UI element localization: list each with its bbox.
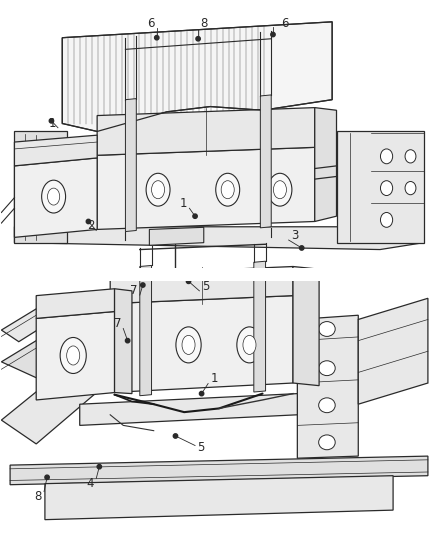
Polygon shape bbox=[80, 393, 297, 425]
Polygon shape bbox=[14, 132, 67, 243]
Text: 7: 7 bbox=[114, 317, 121, 330]
Text: 5: 5 bbox=[202, 280, 210, 293]
Circle shape bbox=[300, 246, 304, 250]
Ellipse shape bbox=[319, 361, 335, 376]
Ellipse shape bbox=[319, 435, 335, 450]
Ellipse shape bbox=[405, 182, 416, 195]
Ellipse shape bbox=[176, 327, 201, 363]
Polygon shape bbox=[110, 296, 293, 392]
Circle shape bbox=[45, 475, 49, 480]
Polygon shape bbox=[36, 311, 115, 400]
Text: 8: 8 bbox=[201, 18, 208, 30]
Ellipse shape bbox=[381, 181, 392, 196]
Circle shape bbox=[199, 391, 204, 396]
Circle shape bbox=[97, 465, 102, 469]
Ellipse shape bbox=[47, 188, 60, 205]
Ellipse shape bbox=[67, 346, 80, 365]
Polygon shape bbox=[36, 289, 115, 318]
Polygon shape bbox=[358, 298, 428, 404]
Ellipse shape bbox=[268, 173, 292, 206]
Polygon shape bbox=[293, 266, 319, 386]
Polygon shape bbox=[336, 132, 424, 243]
Circle shape bbox=[155, 36, 159, 40]
Polygon shape bbox=[6, 272, 432, 529]
Circle shape bbox=[186, 279, 191, 284]
Text: 1: 1 bbox=[49, 117, 57, 130]
Text: 4: 4 bbox=[87, 477, 94, 490]
Polygon shape bbox=[260, 95, 271, 228]
Polygon shape bbox=[14, 227, 424, 249]
Polygon shape bbox=[254, 261, 265, 392]
Polygon shape bbox=[97, 147, 315, 229]
Ellipse shape bbox=[182, 335, 195, 354]
Ellipse shape bbox=[319, 321, 335, 336]
Ellipse shape bbox=[146, 173, 170, 206]
Polygon shape bbox=[110, 266, 293, 304]
Ellipse shape bbox=[42, 180, 66, 213]
Ellipse shape bbox=[221, 181, 234, 199]
Text: 2: 2 bbox=[87, 219, 94, 232]
Polygon shape bbox=[140, 265, 152, 395]
Polygon shape bbox=[315, 108, 336, 222]
Circle shape bbox=[141, 283, 145, 287]
Circle shape bbox=[49, 119, 53, 123]
Text: 1: 1 bbox=[180, 197, 187, 210]
Circle shape bbox=[173, 434, 178, 438]
Polygon shape bbox=[97, 108, 315, 155]
Polygon shape bbox=[14, 158, 97, 237]
Circle shape bbox=[271, 33, 275, 37]
Text: 6: 6 bbox=[281, 18, 289, 30]
Polygon shape bbox=[45, 475, 393, 520]
Text: 5: 5 bbox=[197, 441, 205, 454]
Ellipse shape bbox=[381, 149, 392, 164]
Ellipse shape bbox=[243, 335, 256, 354]
Polygon shape bbox=[125, 99, 136, 231]
Ellipse shape bbox=[216, 173, 240, 206]
Polygon shape bbox=[62, 22, 332, 132]
Text: 1: 1 bbox=[211, 372, 219, 385]
Polygon shape bbox=[1, 268, 437, 281]
Polygon shape bbox=[115, 289, 132, 393]
Ellipse shape bbox=[152, 181, 165, 199]
Circle shape bbox=[193, 214, 197, 219]
Text: 6: 6 bbox=[147, 18, 155, 30]
Circle shape bbox=[86, 219, 91, 224]
Polygon shape bbox=[297, 315, 358, 458]
Polygon shape bbox=[1, 367, 102, 444]
Circle shape bbox=[125, 338, 130, 343]
Ellipse shape bbox=[237, 327, 262, 363]
Polygon shape bbox=[149, 227, 204, 245]
Polygon shape bbox=[1, 298, 71, 342]
Polygon shape bbox=[6, 12, 432, 266]
Polygon shape bbox=[10, 456, 428, 484]
Polygon shape bbox=[14, 135, 97, 166]
Circle shape bbox=[196, 37, 200, 41]
Text: 8: 8 bbox=[35, 490, 42, 503]
Ellipse shape bbox=[405, 150, 416, 163]
Text: 3: 3 bbox=[291, 229, 299, 243]
Polygon shape bbox=[1, 314, 110, 378]
Ellipse shape bbox=[273, 181, 286, 199]
Ellipse shape bbox=[381, 213, 392, 227]
Text: 7: 7 bbox=[131, 284, 138, 297]
Ellipse shape bbox=[319, 398, 335, 413]
Ellipse shape bbox=[60, 337, 86, 374]
